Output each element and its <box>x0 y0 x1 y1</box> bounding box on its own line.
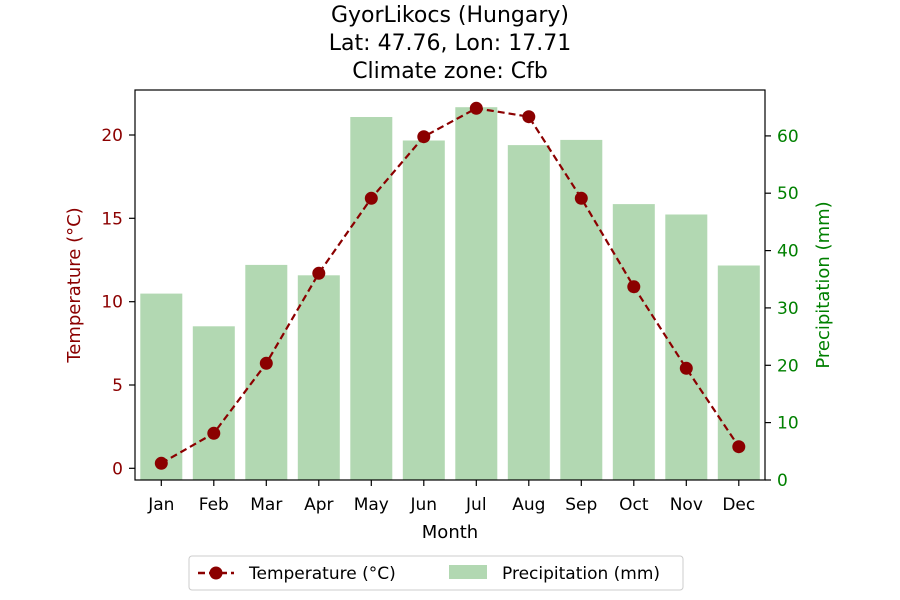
legend-precipitation-swatch <box>449 565 487 579</box>
right-axis-label: Precipitation (mm) <box>813 201 834 368</box>
legend: Temperature (°C) Precipitation (mm) <box>188 555 684 591</box>
legend-temperature-label: Temperature (°C) <box>248 564 396 584</box>
precipitation-bar-jun <box>402 140 445 480</box>
temperature-point-jul <box>469 101 483 115</box>
x-axis-label: Month <box>422 522 478 543</box>
temperature-point-dec <box>732 440 746 454</box>
right-tick-label-60: 60 <box>777 127 799 147</box>
x-axis-ticks: Jan Feb Mar Apr May Jun Jul Aug Sep Oct Nov Dec <box>147 480 755 515</box>
chart-title: GyorLikocs (Hungary) Lat: 47.76, Lon: 17… <box>329 3 571 84</box>
temperature-point-may <box>364 191 378 205</box>
precipitation-bar-sep <box>560 139 603 480</box>
temperature-point-nov <box>679 361 693 375</box>
precipitation-bar-feb <box>192 326 235 480</box>
left-tick-label-0: 0 <box>112 459 123 479</box>
x-tick-label-oct: Oct <box>619 495 649 515</box>
chart-title-line-2: Lat: 47.76, Lon: 17.71 <box>329 31 571 56</box>
temperature-point-mar <box>259 356 273 370</box>
temperature-point-jan <box>154 456 168 470</box>
precipitation-bar-mar <box>245 264 288 480</box>
right-tick-label-50: 50 <box>777 184 799 204</box>
x-tick-label-sep: Sep <box>565 495 597 515</box>
chart-title-line-1: GyorLikocs (Hungary) <box>331 3 569 28</box>
left-tick-label-20: 20 <box>101 126 123 146</box>
precipitation-bar-oct <box>612 204 655 480</box>
temperature-point-oct <box>627 280 641 294</box>
x-tick-label-jun: Jun <box>410 495 438 515</box>
temperature-line-layer <box>154 101 746 470</box>
temperature-point-jun <box>417 130 431 144</box>
precipitation-bars <box>140 107 760 481</box>
right-tick-label-30: 30 <box>777 299 799 319</box>
legend-precipitation-label: Precipitation (mm) <box>502 564 660 584</box>
x-tick-label-aug: Aug <box>512 495 545 515</box>
legend-frame <box>188 555 684 591</box>
x-tick-label-nov: Nov <box>670 495 703 515</box>
right-tick-label-40: 40 <box>777 242 799 262</box>
right-tick-label-10: 10 <box>777 414 799 434</box>
precipitation-bar-aug <box>507 145 550 480</box>
right-axis-ticks: 0 10 20 30 40 50 60 <box>765 127 799 491</box>
precipitation-bar-apr <box>297 275 340 481</box>
temperature-point-feb <box>207 426 221 440</box>
x-tick-label-jul: Jul <box>465 495 487 515</box>
temperature-point-aug <box>522 110 536 124</box>
left-tick-label-5: 5 <box>112 376 123 396</box>
plot-frame <box>134 89 766 481</box>
temperature-point-sep <box>574 191 588 205</box>
precipitation-bar-jul <box>455 107 498 480</box>
x-tick-label-apr: Apr <box>304 495 333 515</box>
legend-temperature-marker <box>209 566 223 580</box>
left-tick-label-10: 10 <box>101 293 123 313</box>
x-tick-label-may: May <box>354 495 389 515</box>
left-axis-label: Temperature (°C) <box>64 207 85 363</box>
temperature-point-apr <box>312 266 326 280</box>
axes <box>134 89 766 481</box>
left-tick-label-15: 15 <box>101 209 123 229</box>
right-tick-label-20: 20 <box>777 356 799 376</box>
precipitation-bar-jan <box>140 293 183 480</box>
x-tick-label-jan: Jan <box>147 495 174 515</box>
chart-title-line-3: Climate zone: Cfb <box>352 59 548 84</box>
x-tick-label-mar: Mar <box>250 495 282 515</box>
left-axis-ticks: 0 5 10 15 20 <box>101 126 135 479</box>
temperature-line <box>160 107 740 465</box>
right-tick-label-0: 0 <box>777 471 788 491</box>
x-tick-label-dec: Dec <box>722 495 755 515</box>
precipitation-bar-may <box>350 117 393 480</box>
x-tick-label-feb: Feb <box>199 495 229 515</box>
